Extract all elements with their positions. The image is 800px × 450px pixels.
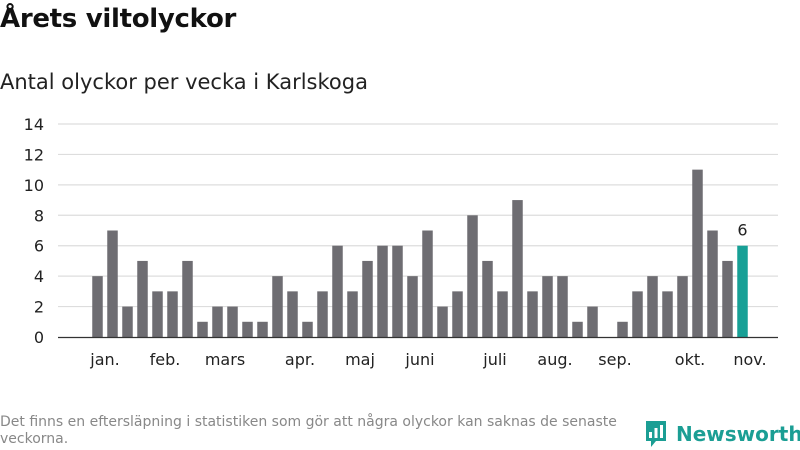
x-month-label: feb. (150, 350, 181, 369)
bar (362, 260, 373, 337)
bar (107, 230, 118, 337)
brand-name: Newsworthy (676, 422, 800, 446)
y-tick-label: 14 (24, 115, 44, 134)
bar (347, 291, 358, 337)
bar (437, 306, 448, 337)
bar (542, 276, 553, 337)
bar (407, 276, 418, 337)
bar (272, 276, 283, 337)
x-month-label: okt. (675, 350, 705, 369)
y-tick-label: 0 (34, 328, 44, 347)
x-month-label: nov. (733, 350, 766, 369)
y-tick-label: 10 (24, 176, 44, 195)
bar (212, 306, 223, 337)
bar (722, 260, 733, 337)
bar (167, 291, 178, 337)
x-month-label: apr. (285, 350, 315, 369)
newsworthy-chart-logo-icon (646, 421, 666, 447)
bar (497, 291, 508, 337)
bar (182, 260, 193, 337)
bar (527, 291, 538, 337)
bar (332, 245, 343, 337)
bar (317, 291, 328, 337)
y-tick-label: 2 (34, 298, 44, 317)
bar (92, 276, 103, 337)
y-tick-label: 4 (34, 267, 44, 286)
bar (242, 321, 253, 337)
bar (152, 291, 163, 337)
bar (647, 276, 658, 337)
chart-title: Årets viltolyckor (0, 4, 237, 34)
chart-subtitle: Antal olyckor per vecka i Karlskoga (0, 70, 368, 94)
y-tick-label: 8 (34, 206, 44, 225)
bar (287, 291, 298, 337)
x-month-label: mars (205, 350, 245, 369)
y-tick-label: 6 (34, 237, 44, 256)
bar (572, 321, 583, 337)
bar (377, 245, 388, 337)
highlight-data-label: 6 (737, 221, 747, 240)
bar (482, 260, 493, 337)
y-tick-label: 12 (24, 145, 44, 164)
bar (662, 291, 673, 337)
bar (632, 291, 643, 337)
x-month-label: juli (482, 350, 506, 369)
bar (452, 291, 463, 337)
bar-highlight (737, 245, 748, 337)
bar-chart: 0 2 4 6 8 10 12 14 6 jan. feb. mars apr. maj juni juli a… (24, 115, 778, 369)
bar (587, 306, 598, 337)
bar (137, 260, 148, 337)
x-month-label: jan. (89, 350, 119, 369)
x-month-label: aug. (537, 350, 572, 369)
brand-logo[interactable]: Newsworthy (644, 419, 800, 449)
bar (617, 321, 628, 337)
bar (467, 215, 478, 337)
bar (257, 321, 268, 337)
bar (197, 321, 208, 337)
x-month-label: juni (404, 350, 434, 369)
bar (557, 276, 568, 337)
x-month-label: sep. (598, 350, 631, 369)
footnote: Det finns en eftersläpning i statistiken… (0, 414, 617, 447)
bar (677, 276, 688, 337)
bar (512, 200, 523, 337)
bar (422, 230, 433, 337)
bar (707, 230, 718, 337)
bar (302, 321, 313, 337)
bar (227, 306, 238, 337)
bar (122, 306, 133, 337)
bar (392, 245, 403, 337)
x-month-label: maj (345, 350, 375, 369)
bar (692, 169, 703, 337)
